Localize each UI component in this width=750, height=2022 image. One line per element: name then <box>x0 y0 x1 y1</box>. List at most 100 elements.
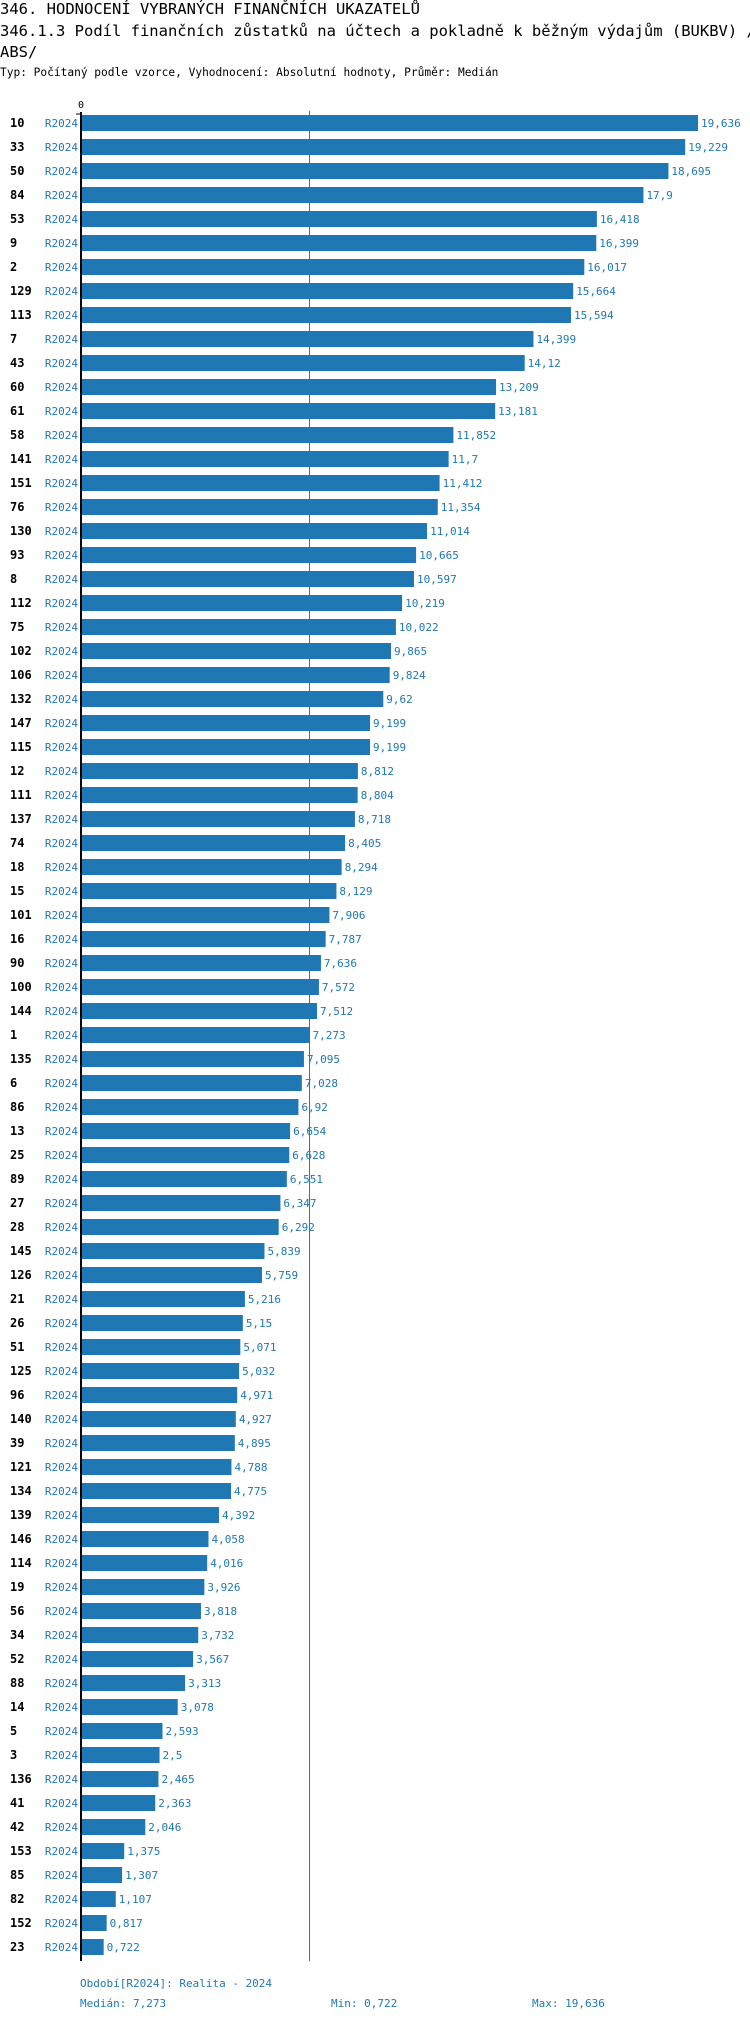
value-label: 3,567 <box>196 1653 229 1666</box>
value-label: 14,12 <box>528 357 561 370</box>
bar <box>81 1051 304 1067</box>
series-label: R2024 <box>45 525 78 538</box>
category-label: 2 <box>10 260 17 274</box>
page-title: 346. HODNOCENÍ VYBRANÝCH FINANČNÍCH UKAZ… <box>0 0 420 18</box>
series-label: R2024 <box>45 1317 78 1330</box>
series-label: R2024 <box>45 1101 78 1114</box>
series-label: R2024 <box>45 237 78 250</box>
value-label: 0,817 <box>110 1917 143 1930</box>
value-label: 16,418 <box>600 213 640 226</box>
bar <box>81 211 597 227</box>
series-label: R2024 <box>45 1269 78 1282</box>
value-label: 6,551 <box>290 1173 323 1186</box>
value-label: 7,787 <box>329 933 362 946</box>
bar <box>81 1867 123 1883</box>
bar <box>81 1099 299 1115</box>
bar <box>81 1915 107 1931</box>
series-label: R2024 <box>45 693 78 706</box>
value-label: 4,392 <box>222 1509 255 1522</box>
bar <box>81 739 371 755</box>
value-label: 7,906 <box>332 909 365 922</box>
series-label: R2024 <box>45 1221 78 1234</box>
value-label: 8,804 <box>361 789 394 802</box>
value-label: 16,399 <box>599 237 639 250</box>
bar <box>81 235 597 251</box>
bar <box>81 1075 302 1091</box>
value-label: 19,636 <box>701 117 741 130</box>
bar <box>81 1027 310 1043</box>
category-label: 21 <box>10 1292 24 1306</box>
value-label: 8,405 <box>348 837 381 850</box>
category-label: 147 <box>10 716 32 730</box>
value-label: 5,15 <box>246 1317 273 1330</box>
category-label: 58 <box>10 428 24 442</box>
bar <box>81 1483 232 1499</box>
category-label: 140 <box>10 1412 32 1426</box>
value-label: 5,759 <box>265 1269 298 1282</box>
series-label: R2024 <box>45 765 78 778</box>
series-label: R2024 <box>45 645 78 658</box>
bar <box>81 715 371 731</box>
category-label: 52 <box>10 1652 24 1666</box>
category-label: 75 <box>10 620 24 634</box>
value-label: 11,412 <box>443 477 483 490</box>
value-label: 4,016 <box>210 1557 243 1570</box>
series-label: R2024 <box>45 309 78 322</box>
bar <box>81 859 342 875</box>
category-label: 132 <box>10 692 32 706</box>
value-label: 4,895 <box>238 1437 271 1450</box>
value-label: 7,095 <box>307 1053 340 1066</box>
series-label: R2024 <box>45 1629 78 1642</box>
series-label: R2024 <box>45 1821 78 1834</box>
bar <box>81 1891 116 1907</box>
series-label: R2024 <box>45 213 78 226</box>
bar <box>81 1747 160 1763</box>
series-label: R2024 <box>45 1677 78 1690</box>
bar <box>81 1243 265 1259</box>
bar <box>81 1675 186 1691</box>
series-label: R2024 <box>45 165 78 178</box>
series-label: R2024 <box>45 1605 78 1618</box>
bar <box>81 1699 178 1715</box>
value-label: 14,399 <box>536 333 576 346</box>
category-label: 84 <box>10 188 24 202</box>
value-label: 4,058 <box>212 1533 245 1546</box>
bar <box>81 403 496 419</box>
series-label: R2024 <box>45 405 78 418</box>
category-label: 6 <box>10 1076 17 1090</box>
series-label: R2024 <box>45 1917 78 1930</box>
value-label: 11,014 <box>430 525 470 538</box>
bar <box>81 187 644 203</box>
series-label: R2024 <box>45 1389 78 1402</box>
category-label: 121 <box>10 1460 32 1474</box>
category-label: 86 <box>10 1100 24 1114</box>
category-label: 88 <box>10 1676 24 1690</box>
bar <box>81 667 390 683</box>
value-label: 2,5 <box>163 1749 183 1762</box>
bar <box>81 1363 240 1379</box>
axis-zero-label: 0 <box>78 100 84 111</box>
category-label: 114 <box>10 1556 32 1570</box>
category-label: 106 <box>10 668 32 682</box>
series-label: R2024 <box>45 837 78 850</box>
series-label: R2024 <box>45 1173 78 1186</box>
category-label: 136 <box>10 1772 32 1786</box>
series-label: R2024 <box>45 669 78 682</box>
value-label: 2,593 <box>165 1725 198 1738</box>
bar <box>81 115 698 131</box>
series-label: R2024 <box>45 813 78 826</box>
bar <box>81 571 414 587</box>
value-label: 1,107 <box>119 1893 152 1906</box>
category-label: 96 <box>10 1388 24 1402</box>
value-label: 2,363 <box>158 1797 191 1810</box>
category-label: 82 <box>10 1892 24 1906</box>
bar <box>81 1339 241 1355</box>
value-label: 7,028 <box>305 1077 338 1090</box>
category-label: 90 <box>10 956 24 970</box>
series-label: R2024 <box>45 1581 78 1594</box>
value-label: 2,465 <box>161 1773 194 1786</box>
bar <box>81 1171 287 1187</box>
series-label: R2024 <box>45 981 78 994</box>
series-label: R2024 <box>45 357 78 370</box>
